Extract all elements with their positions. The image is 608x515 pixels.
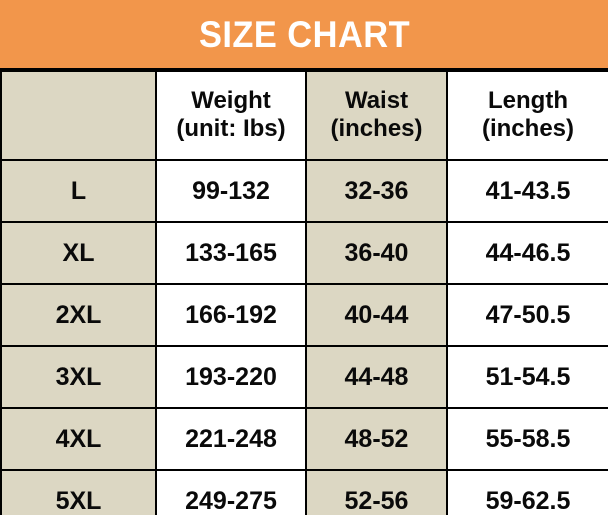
cell-size: 4XL [0,407,157,471]
cell-weight: 133-165 [155,221,307,285]
table-row: 5XL 249-275 52-56 59-62.5 [0,469,608,515]
cell-weight: 166-192 [155,283,307,347]
cell-waist: 36-40 [305,221,448,285]
table-row: XL 133-165 36-40 44-46.5 [0,221,608,285]
column-header-waist: Waist (inches) [305,70,448,161]
table-row: L 99-132 32-36 41-43.5 [0,159,608,223]
table-row: 2XL 166-192 40-44 47-50.5 [0,283,608,347]
table-header-row: Weight (unit: Ibs) Waist (inches) Length… [0,70,608,161]
column-header-weight-line2: (unit: Ibs) [176,115,286,142]
column-header-length-line2: (inches) [481,115,574,142]
cell-size: 5XL [0,469,157,515]
table-body: L 99-132 32-36 41-43.5 XL 133-165 36-40 … [0,159,608,515]
cell-size: L [0,159,157,223]
cell-waist: 48-52 [305,407,448,471]
column-header-length: Length (inches) [446,70,608,161]
column-header-waist-line2: (inches) [330,115,423,142]
cell-weight: 193-220 [155,345,307,409]
column-header-length-line1: Length [488,87,568,115]
cell-waist: 52-56 [305,469,448,515]
cell-weight: 221-248 [155,407,307,471]
page-title: SIZE CHART [198,13,410,55]
column-header-size [0,70,157,161]
cell-weight: 99-132 [155,159,307,223]
table-row: 4XL 221-248 48-52 55-58.5 [0,407,608,471]
cell-size: 2XL [0,283,157,347]
cell-length: 47-50.5 [446,283,608,347]
cell-length: 59-62.5 [446,469,608,515]
cell-size: XL [0,221,157,285]
cell-weight: 249-275 [155,469,307,515]
column-header-weight-line1: Weight [191,87,271,115]
cell-length: 55-58.5 [446,407,608,471]
cell-waist: 32-36 [305,159,448,223]
size-table-container: Weight (unit: Ibs) Waist (inches) Length… [0,68,608,515]
table-row: 3XL 193-220 44-48 51-54.5 [0,345,608,409]
size-table: Weight (unit: Ibs) Waist (inches) Length… [0,70,608,515]
cell-size: 3XL [0,345,157,409]
cell-length: 41-43.5 [446,159,608,223]
column-header-weight: Weight (unit: Ibs) [155,70,307,161]
size-chart-banner: SIZE CHART [0,0,608,68]
cell-waist: 40-44 [305,283,448,347]
cell-waist: 44-48 [305,345,448,409]
column-header-waist-line1: Waist [344,87,409,115]
cell-length: 51-54.5 [446,345,608,409]
cell-length: 44-46.5 [446,221,608,285]
